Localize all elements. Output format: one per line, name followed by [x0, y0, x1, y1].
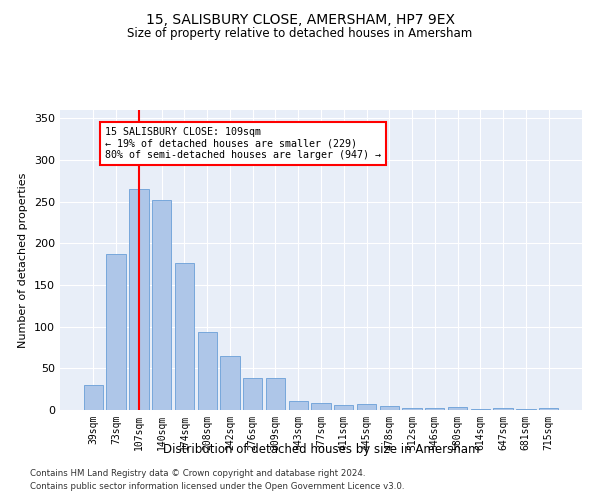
- Bar: [380, 406, 399, 410]
- Bar: [220, 356, 239, 410]
- Text: 15 SALISBURY CLOSE: 109sqm
← 19% of detached houses are smaller (229)
80% of sem: 15 SALISBURY CLOSE: 109sqm ← 19% of deta…: [105, 126, 381, 160]
- Bar: [357, 404, 376, 410]
- Text: Contains HM Land Registry data © Crown copyright and database right 2024.: Contains HM Land Registry data © Crown c…: [30, 468, 365, 477]
- Bar: [175, 264, 194, 410]
- Bar: [106, 254, 126, 410]
- Bar: [448, 406, 467, 410]
- Bar: [470, 409, 490, 410]
- Bar: [289, 401, 308, 410]
- Bar: [84, 385, 103, 410]
- Bar: [539, 408, 558, 410]
- Bar: [493, 408, 513, 410]
- Bar: [197, 332, 217, 410]
- Bar: [425, 408, 445, 410]
- Text: Size of property relative to detached houses in Amersham: Size of property relative to detached ho…: [127, 28, 473, 40]
- Bar: [403, 408, 422, 410]
- Bar: [516, 409, 536, 410]
- Bar: [129, 189, 149, 410]
- Text: 15, SALISBURY CLOSE, AMERSHAM, HP7 9EX: 15, SALISBURY CLOSE, AMERSHAM, HP7 9EX: [146, 12, 455, 26]
- Bar: [311, 404, 331, 410]
- Bar: [152, 200, 172, 410]
- Text: Distribution of detached houses by size in Amersham: Distribution of detached houses by size …: [163, 442, 479, 456]
- Y-axis label: Number of detached properties: Number of detached properties: [19, 172, 28, 348]
- Bar: [334, 405, 353, 410]
- Bar: [266, 378, 285, 410]
- Text: Contains public sector information licensed under the Open Government Licence v3: Contains public sector information licen…: [30, 482, 404, 491]
- Bar: [243, 378, 262, 410]
